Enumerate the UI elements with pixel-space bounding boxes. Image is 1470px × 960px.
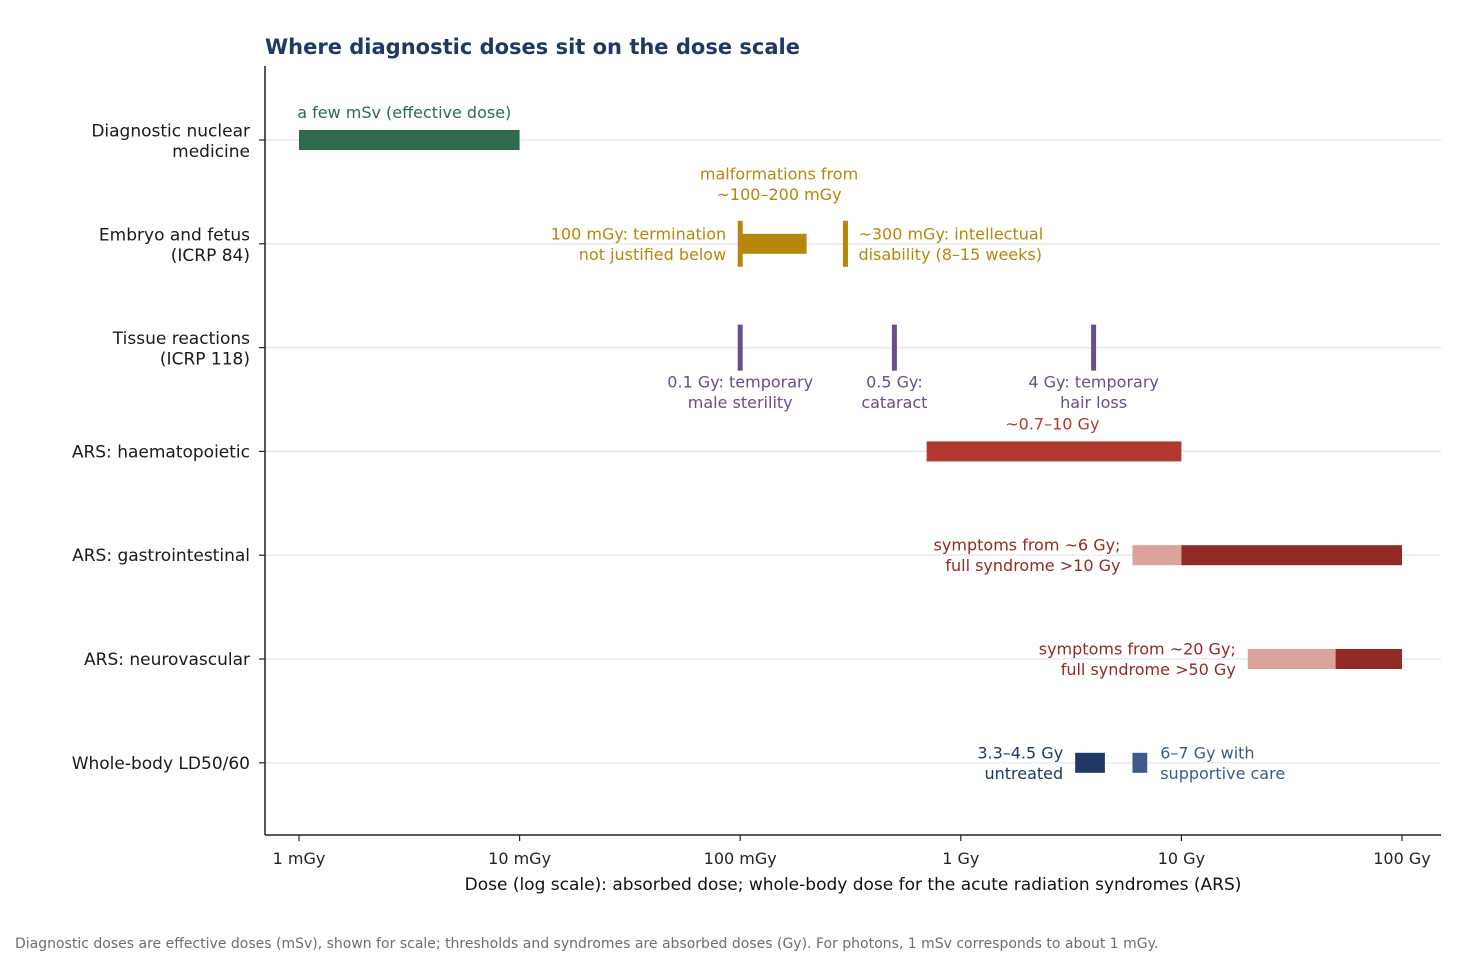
range-bar bbox=[1132, 545, 1182, 566]
range-bar bbox=[740, 233, 807, 254]
data-annotation: 6–7 Gy with supportive care bbox=[1160, 743, 1285, 783]
chart-footnote: Diagnostic doses are effective doses (mS… bbox=[15, 936, 1159, 952]
dose-scale-chart: Where diagnostic doses sit on the dose s… bbox=[72, 35, 1441, 895]
y-tick-label: Tissue reactions (ICRP 118) bbox=[112, 329, 250, 370]
threshold-marker bbox=[891, 324, 897, 371]
range-bar bbox=[1247, 649, 1336, 669]
y-tick-label: ARS: gastrointestinal bbox=[72, 546, 250, 566]
data-annotation: 0.5 Gy: cataract bbox=[861, 373, 927, 413]
range-bar bbox=[1181, 545, 1402, 566]
data-annotation: ~0.7–10 Gy bbox=[1005, 414, 1099, 433]
range-bar bbox=[299, 130, 520, 150]
threshold-marker bbox=[737, 324, 743, 371]
x-tick-label: 10 Gy bbox=[1158, 849, 1205, 868]
range-bar bbox=[1335, 649, 1402, 669]
x-tick-label: 1 mGy bbox=[273, 849, 326, 868]
range-bar bbox=[1075, 752, 1105, 773]
data-annotation: 0.1 Gy: temporary male sterility bbox=[667, 373, 813, 413]
threshold-marker bbox=[842, 220, 848, 267]
x-tick-label: 100 mGy bbox=[704, 849, 777, 868]
data-annotation: 3.3–4.5 Gy untreated bbox=[977, 743, 1063, 783]
data-annotation: a few mSv (effective dose) bbox=[297, 103, 511, 122]
range-bar bbox=[926, 441, 1182, 462]
x-tick-label: 100 Gy bbox=[1373, 849, 1431, 868]
x-tick-label: 10 mGy bbox=[488, 849, 551, 868]
data-annotation: ~300 mGy: intellectual disability (8–15 w… bbox=[858, 224, 1043, 263]
threshold-marker bbox=[1091, 324, 1097, 371]
data-annotation: malformations from ~100–200 mGy bbox=[700, 164, 858, 204]
data-annotation: 100 mGy: termination not justified below bbox=[551, 224, 726, 263]
y-tick-label: Embryo and fetus (ICRP 84) bbox=[99, 225, 250, 265]
data-annotation: symptoms from ~20 Gy; full syndrome >50 G… bbox=[1039, 640, 1236, 680]
range-bar bbox=[1132, 752, 1148, 773]
data-annotation: 4 Gy: temporary hair loss bbox=[1028, 373, 1159, 413]
data-annotation: symptoms from ~6 Gy; full syndrome >10 Gy bbox=[934, 536, 1121, 576]
y-tick-label: ARS: haematopoietic bbox=[72, 442, 250, 462]
y-tick-label: Whole-body LD50/60 bbox=[72, 754, 250, 774]
threshold-marker bbox=[737, 220, 743, 267]
y-tick-label: Diagnostic nuclear medicine bbox=[91, 122, 250, 163]
y-tick-label: ARS: neurovascular bbox=[84, 650, 250, 670]
x-tick-label: 1 Gy bbox=[942, 849, 979, 868]
x-axis-label: Dose (log scale): absorbed dose; whole-b… bbox=[465, 875, 1242, 895]
chart-title: Where diagnostic doses sit on the dose s… bbox=[265, 35, 800, 59]
